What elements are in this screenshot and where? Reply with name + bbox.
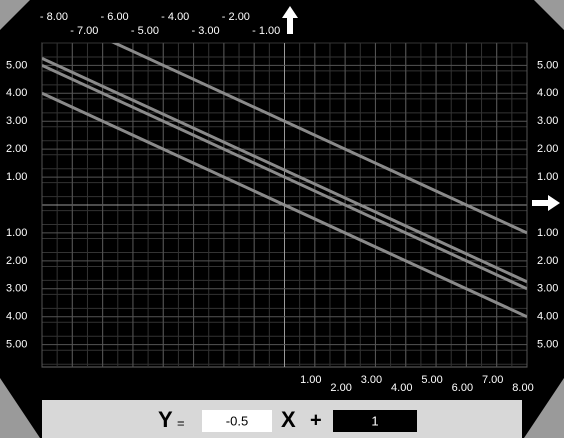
y-tick-label: 1.00 — [6, 227, 27, 239]
y-tick-label: 1.00 — [537, 227, 558, 239]
x-tick-label: 5.00 — [421, 374, 442, 386]
series-line — [42, 63, 527, 291]
y-tick-label: 4.00 — [537, 311, 558, 323]
x-tick-label: 7.00 — [482, 374, 503, 386]
y-tick-label: 2.00 — [6, 255, 27, 267]
x-label: X — [281, 407, 296, 432]
corner — [524, 378, 564, 438]
slope-input[interactable] — [202, 410, 272, 432]
y-tick-label: 1.00 — [537, 171, 558, 183]
y-tick-label: 1.00 — [6, 171, 27, 183]
x-tick-label: - 6.00 — [101, 11, 129, 23]
y-tick-label: 4.00 — [6, 87, 27, 99]
y-tick-label: 2.00 — [6, 143, 27, 155]
y-tick-label: 3.00 — [6, 283, 27, 295]
plus: + — [310, 409, 322, 431]
y-arrow — [282, 6, 298, 34]
y-tick-label: 5.00 — [6, 339, 27, 351]
intercept-value[interactable]: 1 — [371, 413, 378, 428]
x-tick-label: - 1.00 — [252, 25, 280, 37]
x-tick-label: 1.00 — [300, 374, 321, 386]
x-tick-label: - 5.00 — [131, 25, 159, 37]
x-tick-label: - 8.00 — [40, 11, 68, 23]
x-tick-label: 2.00 — [330, 382, 351, 394]
corner — [0, 0, 30, 30]
x-tick-label: 6.00 — [452, 382, 473, 394]
y-tick-label: 2.00 — [537, 255, 558, 267]
x-tick-label: - 7.00 — [70, 25, 98, 37]
x-tick-label: - 3.00 — [191, 25, 219, 37]
lines — [42, 43, 527, 319]
y-tick-label: 5.00 — [6, 59, 27, 71]
x-tick-label: - 4.00 — [161, 11, 189, 23]
y-tick-label: 5.00 — [537, 59, 558, 71]
corner — [534, 0, 564, 30]
intercept-input[interactable] — [333, 410, 417, 432]
equals: = — [177, 415, 185, 430]
y-label: Y — [158, 407, 173, 432]
y-tick-label: 2.00 — [537, 143, 558, 155]
x-tick-label: 3.00 — [361, 374, 382, 386]
y-tick-label: 4.00 — [6, 311, 27, 323]
equation-bar — [42, 400, 522, 438]
y-tick-label: 5.00 — [537, 339, 558, 351]
series-line — [42, 56, 527, 284]
y-tick-label: 3.00 — [6, 115, 27, 127]
series-line — [111, 43, 527, 235]
x-tick-label: - 2.00 — [222, 11, 250, 23]
y-tick-label: 3.00 — [537, 115, 558, 127]
y-tick-label: 4.00 — [537, 87, 558, 99]
corner — [0, 378, 40, 438]
x-tick-label: 8.00 — [512, 382, 533, 394]
series-line — [42, 91, 527, 319]
slope-value[interactable]: -0.5 — [226, 413, 248, 428]
x-arrow — [532, 195, 560, 211]
y-tick-label: 3.00 — [537, 283, 558, 295]
x-tick-label: 4.00 — [391, 382, 412, 394]
